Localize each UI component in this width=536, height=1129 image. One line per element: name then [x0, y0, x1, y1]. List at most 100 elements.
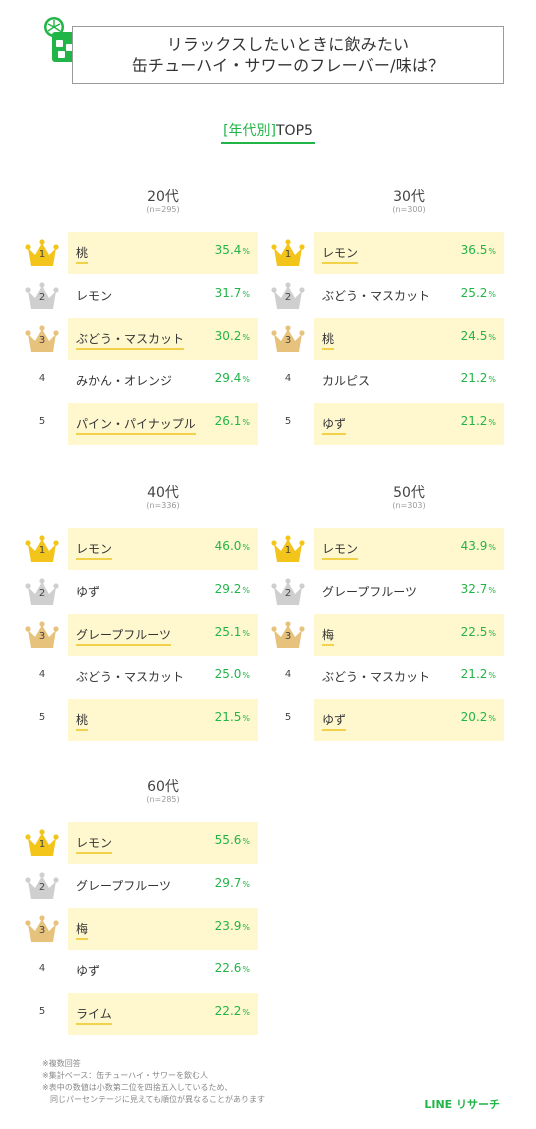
flavor-label: パイン・パイナップル [76, 415, 196, 435]
percentage-value: 22.6% [215, 961, 250, 975]
ranking-cell: みかん・オレンジ 29.4% [68, 360, 258, 402]
ranking-cell: ぶどう・マスカット 30.2% [68, 317, 258, 360]
flavor-label: レモン [76, 288, 113, 303]
flavor-label: ゆず [76, 964, 101, 979]
flavor-label: 桃 [322, 330, 335, 350]
percentage-value: 23.9% [215, 919, 250, 933]
percentage-value: 21.2% [461, 667, 496, 681]
age-group-ranking: 20代 (n=295) 1 桃 35.4% 2 レモン 31.7% 3 ぶどう・マスカット 30.2… [24, 186, 264, 446]
silver-crown-icon [271, 282, 305, 309]
ranking-cell: レモン 36.5% [314, 232, 504, 274]
ranking-row: 5 ゆず 21.2% [270, 403, 510, 445]
age-group-ranking: 60代 (n=285) 1 レモン 55.6% 2 グレープフルーツ 29.7% 3 梅 23.9%… [24, 776, 264, 1036]
title-box: リラックスしたいときに飲みたい 缶チューハイ・サワーのフレーバー/味は？ [72, 26, 504, 84]
percent-unit: % [242, 879, 250, 889]
percent-unit: % [488, 714, 496, 723]
ranking-row: 3 グレープフルーツ 25.1% [24, 613, 264, 656]
percent-unit: % [242, 332, 250, 342]
footnote: 同じパーセンテージに見えても順位が異なることがあります [50, 1095, 266, 1104]
rank-number: 3 [284, 630, 292, 642]
bronze-crown-icon [271, 324, 305, 352]
ranking-cell: 桃 24.5% [314, 317, 504, 360]
percentage-number: 36.5 [460, 243, 488, 257]
percentage-value: 22.2% [215, 1004, 250, 1018]
percentage-number: 23.9 [214, 918, 242, 933]
rank-number: 2 [38, 881, 46, 893]
percentage-value: 20.2% [461, 710, 496, 724]
percentage-value: 29.7% [215, 876, 250, 890]
rank-number: 3 [38, 334, 46, 346]
flavor-label: みかん・オレンジ [76, 374, 173, 389]
percent-unit: % [488, 418, 496, 427]
group-sample-size: (n=300) [392, 205, 426, 214]
percentage-number: 29.2 [214, 581, 242, 596]
percent-unit: % [488, 375, 496, 385]
percentage-number: 21.2 [460, 414, 488, 428]
flavor-label: ぶどう・マスカット [76, 330, 185, 350]
rank-number: 4 [284, 669, 292, 681]
percent-unit: % [242, 585, 250, 595]
percent-unit: % [488, 628, 496, 638]
flavor-label: 梅 [322, 626, 335, 646]
percent-unit: % [242, 289, 250, 299]
ranking-cell: 梅 23.9% [68, 907, 258, 950]
group-sample-size: (n=336) [146, 501, 180, 510]
rank-number: 5 [38, 416, 46, 427]
ranking-cell: グレープフルーツ 25.1% [68, 613, 258, 656]
group-title: 20代 [147, 189, 179, 205]
ranking-row: 2 グレープフルーツ 32.7% [270, 571, 510, 613]
ranking-row: 4 カルピス 21.2% [270, 360, 510, 402]
percentage-value: 55.6% [215, 833, 250, 847]
ranking-cell: ライム 22.2% [68, 993, 258, 1035]
gold-crown-icon [271, 535, 305, 562]
group-title: 50代 [393, 485, 425, 501]
group-sample-size: (n=303) [392, 501, 426, 510]
percentage-number: 22.2 [214, 1004, 242, 1018]
flavor-label: カルピス [322, 374, 371, 389]
flavor-label: レモン [76, 540, 113, 560]
ranking-row: 4 みかん・オレンジ 29.4% [24, 360, 264, 402]
glass-with-lime-icon [40, 14, 90, 66]
gold-crown-icon [25, 535, 59, 562]
subtitle: [年代別]TOP5 [0, 120, 536, 144]
ranking-row: 1 レモン 55.6% [24, 822, 264, 864]
ranking-cell: レモン 43.9% [314, 528, 504, 570]
percentage-number: 25.0 [214, 667, 242, 682]
flavor-label: ゆず [76, 584, 101, 599]
ranking-cell: ゆず 22.6% [68, 950, 258, 992]
rank-number: 4 [38, 669, 46, 681]
silver-crown-icon [25, 282, 59, 309]
percentage-number: 25.2 [460, 285, 488, 300]
percentage-number: 21.5 [214, 710, 242, 724]
percentage-value: 25.1% [215, 625, 250, 639]
percent-unit: % [242, 628, 250, 638]
percentage-number: 46.0 [214, 539, 242, 553]
group-sample-size: (n=295) [146, 205, 180, 214]
flavor-label: ゆず [322, 711, 347, 731]
percentage-number: 21.2 [460, 667, 488, 682]
footnote: ※複数回答 [42, 1059, 81, 1068]
percent-unit: % [242, 543, 250, 552]
ranking-row: 1 レモン 43.9% [270, 528, 510, 570]
flavor-label: レモン [322, 540, 359, 560]
rank-number: 3 [284, 334, 292, 346]
ranking-cell: レモン 55.6% [68, 822, 258, 864]
percentage-value: 22.5% [461, 625, 496, 639]
ranking-row: 4 ぶどう・マスカット 25.0% [24, 656, 264, 698]
percentage-value: 25.2% [461, 286, 496, 300]
percentage-value: 24.5% [461, 329, 496, 343]
ranking-row: 2 ゆず 29.2% [24, 571, 264, 613]
rank-number: 5 [38, 1006, 46, 1017]
footnotes: ※複数回答 ※集計ベース：缶チューハイ・サワーを飲む人 ※表中の数値は小数第二位… [42, 1058, 265, 1106]
percent-unit: % [242, 837, 250, 846]
group-title: 60代 [147, 779, 179, 795]
percentage-value: 21.2% [461, 371, 496, 385]
percentage-number: 43.9 [460, 539, 488, 553]
percentage-number: 24.5 [460, 328, 488, 343]
rank-number: 4 [284, 373, 292, 385]
percentage-value: 31.7% [215, 286, 250, 300]
ranking-cell: グレープフルーツ 32.7% [314, 571, 504, 613]
percentage-number: 25.1 [214, 624, 242, 639]
percentage-number: 29.4 [214, 371, 242, 386]
percentage-value: 21.2% [461, 414, 496, 428]
